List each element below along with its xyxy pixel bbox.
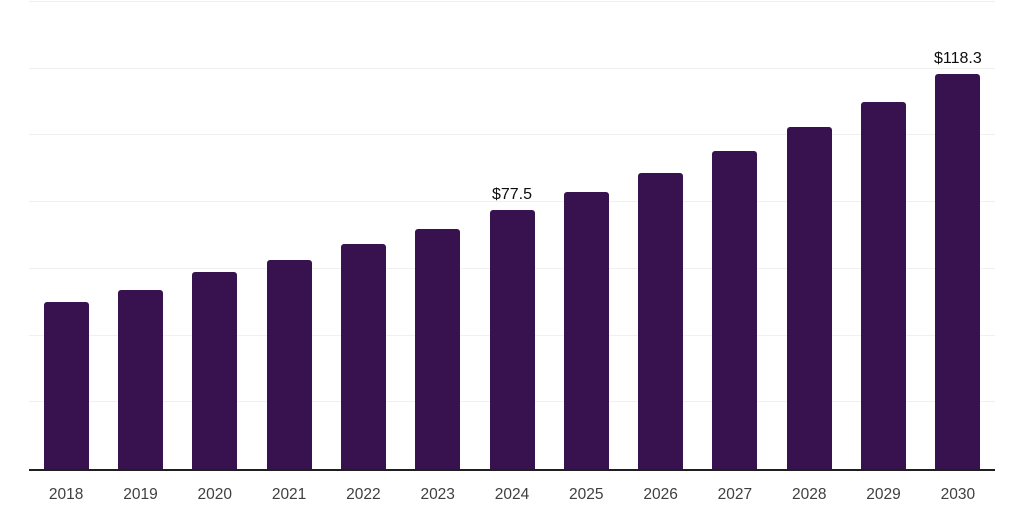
bar-2022 bbox=[340, 244, 386, 469]
x-tick-2018: 2018 bbox=[48, 486, 84, 503]
x-tick-2027: 2027 bbox=[717, 486, 753, 503]
bar-2018 bbox=[43, 301, 89, 469]
x-tick-2024: 2024 bbox=[494, 486, 530, 503]
x-tick-2025: 2025 bbox=[569, 486, 604, 503]
x-tick-2022: 2022 bbox=[346, 486, 381, 503]
x-tick-2030: 2030 bbox=[940, 486, 976, 503]
x-tick-2021: 2021 bbox=[271, 486, 307, 503]
gridline-100 bbox=[29, 134, 995, 136]
bar-2020 bbox=[192, 271, 238, 469]
bar-2029 bbox=[861, 101, 907, 469]
x-tick-2020: 2020 bbox=[197, 486, 233, 503]
bar-2024 bbox=[489, 210, 535, 469]
gridline-120 bbox=[29, 67, 995, 69]
bar-2019 bbox=[117, 289, 163, 469]
bar-2028 bbox=[786, 127, 832, 469]
bar-2021 bbox=[266, 259, 312, 469]
x-tick-2023: 2023 bbox=[420, 486, 455, 503]
x-tick-2028: 2028 bbox=[791, 486, 827, 503]
bar-2027 bbox=[712, 151, 758, 469]
x-tick-2026: 2026 bbox=[643, 486, 678, 503]
gridline-80 bbox=[29, 201, 995, 203]
bar-2025 bbox=[563, 192, 609, 469]
gridline-140 bbox=[29, 1, 995, 2]
data-label-2024: $77.5 bbox=[491, 186, 533, 204]
bar-2030 bbox=[935, 74, 981, 469]
bar-2026 bbox=[638, 172, 684, 469]
plot-area: $77.5 $118.3 bbox=[29, 0, 995, 471]
data-label-2030: $118.3 bbox=[933, 50, 982, 68]
bar-2023 bbox=[415, 228, 461, 469]
x-tick-2029: 2029 bbox=[866, 486, 901, 503]
x-tick-2019: 2019 bbox=[123, 486, 158, 503]
